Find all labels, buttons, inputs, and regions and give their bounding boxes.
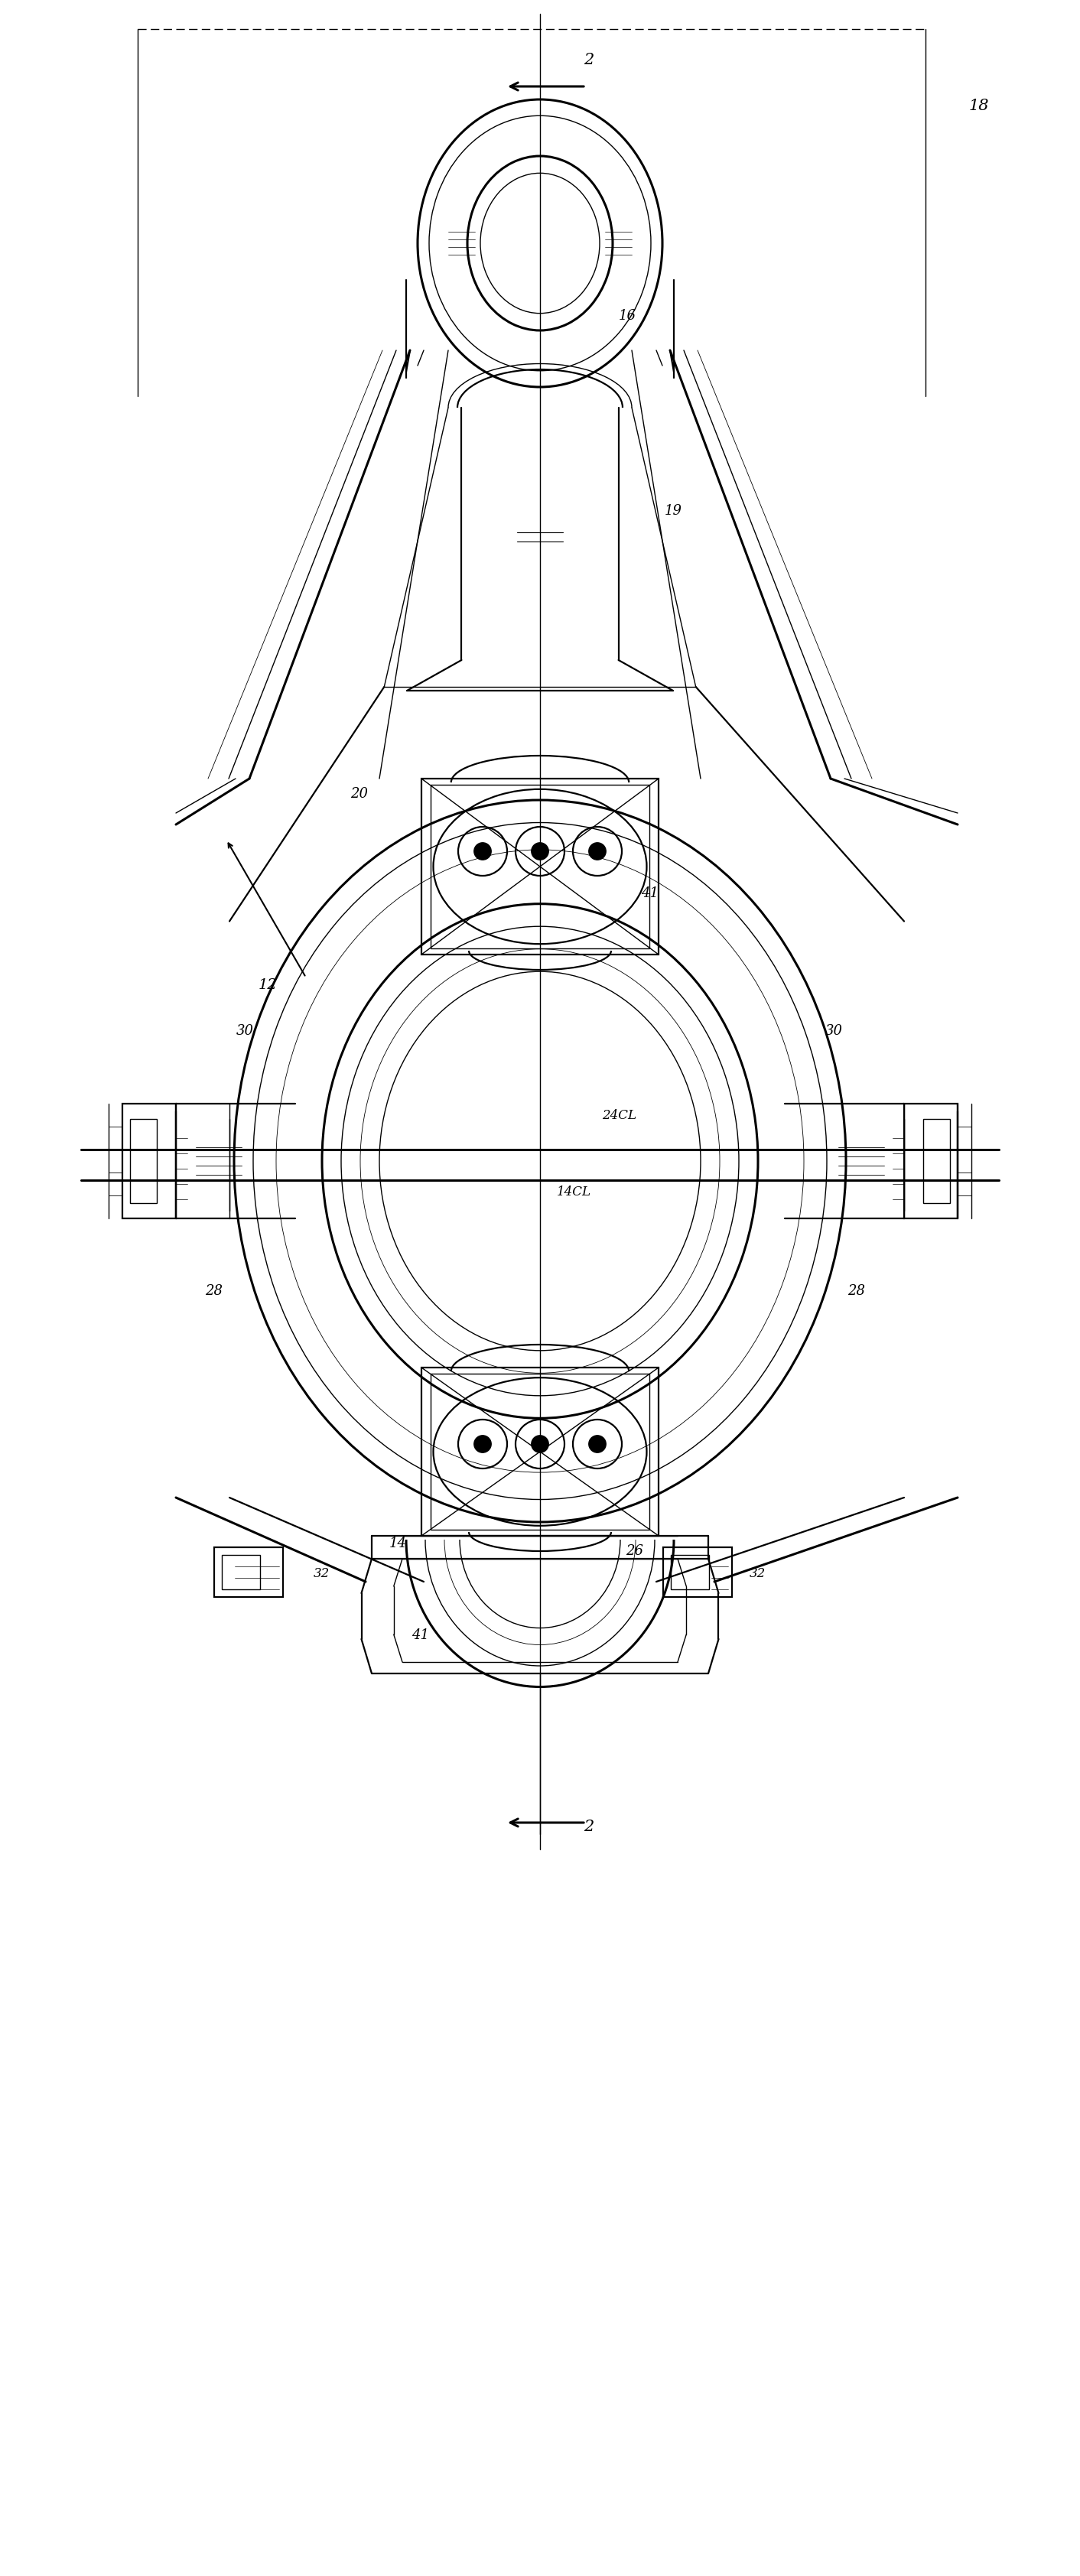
Text: 41: 41 xyxy=(411,1628,430,1641)
Circle shape xyxy=(474,842,491,860)
Text: 16: 16 xyxy=(619,309,636,322)
Text: 19: 19 xyxy=(664,505,681,518)
Bar xyxy=(214,1548,283,1597)
Text: 12: 12 xyxy=(258,979,278,992)
Text: 28: 28 xyxy=(205,1285,222,1298)
Text: 20: 20 xyxy=(351,788,368,801)
Text: 14CL: 14CL xyxy=(556,1185,591,1198)
Text: 28: 28 xyxy=(848,1285,865,1298)
Bar xyxy=(663,1548,732,1597)
Bar xyxy=(904,1103,958,1218)
Bar xyxy=(130,1118,157,1203)
Circle shape xyxy=(531,842,549,860)
Bar xyxy=(431,1373,649,1530)
Bar xyxy=(221,1556,260,1589)
Bar xyxy=(923,1118,950,1203)
Text: 24CL: 24CL xyxy=(603,1108,637,1121)
Text: 26: 26 xyxy=(626,1543,644,1558)
Text: 18: 18 xyxy=(969,98,989,113)
Bar xyxy=(421,778,659,956)
Circle shape xyxy=(589,1435,606,1453)
Circle shape xyxy=(531,1435,549,1453)
Text: 14: 14 xyxy=(389,1535,406,1551)
Text: 30: 30 xyxy=(235,1025,254,1038)
Bar xyxy=(431,786,649,948)
Bar xyxy=(122,1103,176,1218)
Text: 2: 2 xyxy=(584,1819,594,1834)
Bar xyxy=(421,1368,659,1535)
Text: 32: 32 xyxy=(313,1569,329,1582)
Bar xyxy=(671,1556,710,1589)
Text: 30: 30 xyxy=(825,1025,842,1038)
Text: 2: 2 xyxy=(584,52,594,67)
Text: 41: 41 xyxy=(642,886,659,899)
Text: 32: 32 xyxy=(750,1569,766,1582)
Circle shape xyxy=(589,842,606,860)
Circle shape xyxy=(474,1435,491,1453)
